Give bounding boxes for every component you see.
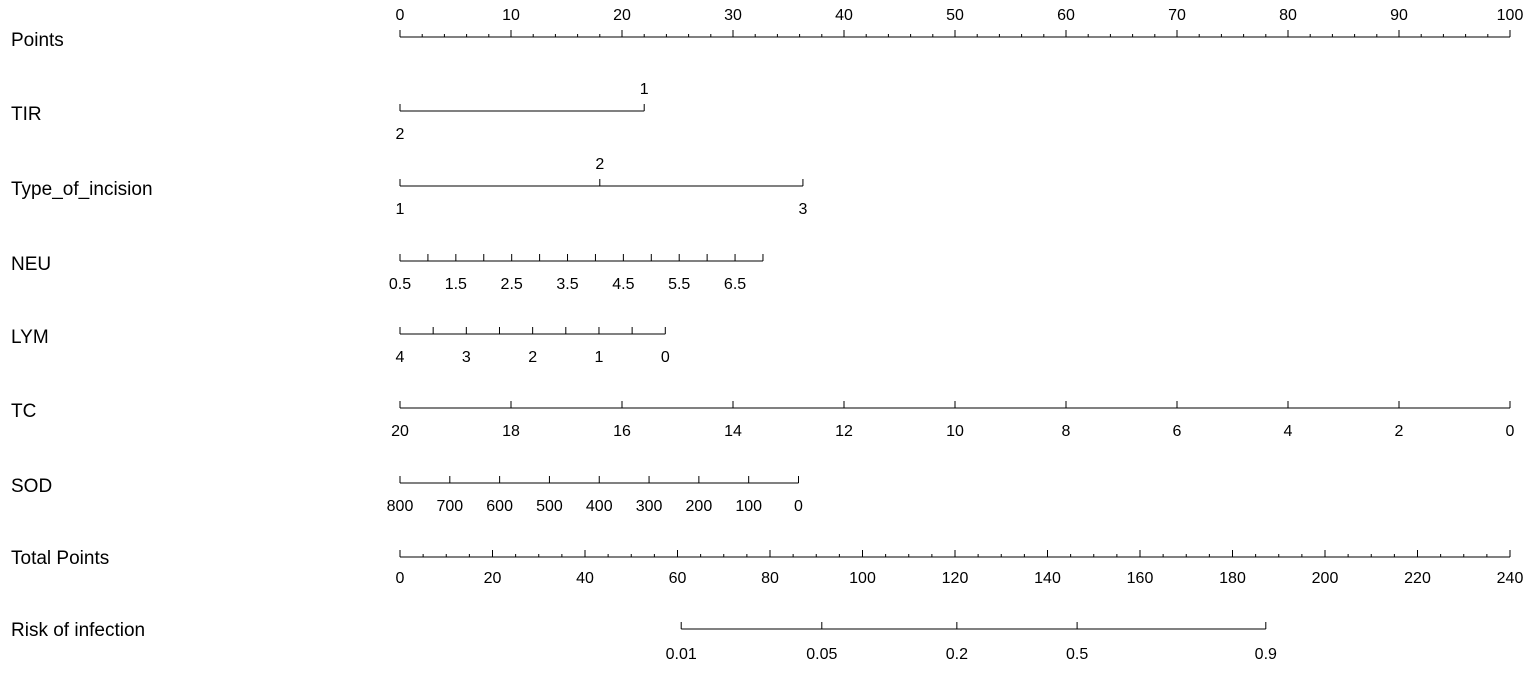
- row-label: SOD: [11, 476, 52, 497]
- tick-label: 80: [1279, 7, 1297, 24]
- tick-label: 200: [1312, 570, 1339, 587]
- tick-label: 140: [1034, 570, 1061, 587]
- tick-label: 0.9: [1255, 646, 1277, 663]
- tick-label: 2: [396, 126, 405, 143]
- tick-label: 2: [595, 156, 604, 173]
- tick-label: 3.5: [556, 276, 578, 293]
- tick-label: 0.5: [389, 276, 411, 293]
- tick-label: 700: [436, 498, 463, 515]
- tick-label: 4: [396, 349, 405, 366]
- tick-label: 16: [613, 423, 631, 440]
- tick-label: 60: [669, 570, 687, 587]
- row-label: TIR: [11, 104, 42, 125]
- tick-label: 0.5: [1066, 646, 1088, 663]
- row-label: TC: [11, 401, 36, 422]
- tick-label: 20: [391, 423, 409, 440]
- tick-label: 100: [1497, 7, 1524, 24]
- tick-label: 2: [528, 349, 537, 366]
- tick-label: 18: [502, 423, 520, 440]
- tick-label: 2: [1395, 423, 1404, 440]
- tick-label: 1: [640, 81, 649, 98]
- tick-label: 1: [595, 349, 604, 366]
- tick-label: 20: [484, 570, 502, 587]
- row-label: Risk of infection: [11, 620, 145, 641]
- tick-label: 6.5: [724, 276, 746, 293]
- tick-label: 800: [387, 498, 414, 515]
- tick-label: 120: [942, 570, 969, 587]
- tick-label: 500: [536, 498, 563, 515]
- tick-label: 3: [798, 201, 807, 218]
- tick-label: 0.2: [946, 646, 968, 663]
- tick-label: 0.01: [666, 646, 697, 663]
- tick-label: 200: [686, 498, 713, 515]
- tick-label: 10: [946, 423, 964, 440]
- tick-label: 30: [724, 7, 742, 24]
- row-label: Type_of_incision: [11, 179, 153, 200]
- tick-label: 1: [396, 201, 405, 218]
- row-label: LYM: [11, 327, 49, 348]
- tick-label: 0: [1506, 423, 1515, 440]
- tick-label: 0: [396, 570, 405, 587]
- tick-label: 50: [946, 7, 964, 24]
- tick-label: 10: [502, 7, 520, 24]
- tick-label: 2.5: [501, 276, 523, 293]
- tick-label: 0: [794, 498, 803, 515]
- tick-label: 100: [735, 498, 762, 515]
- tick-label: 20: [613, 7, 631, 24]
- tick-label: 240: [1497, 570, 1524, 587]
- tick-label: 0.05: [806, 646, 837, 663]
- tick-label: 3: [462, 349, 471, 366]
- tick-label: 220: [1404, 570, 1431, 587]
- row-label: Points: [11, 30, 64, 51]
- tick-label: 60: [1057, 7, 1075, 24]
- tick-label: 0: [396, 7, 405, 24]
- tick-label: 6: [1173, 423, 1182, 440]
- tick-label: 4: [1284, 423, 1293, 440]
- tick-label: 400: [586, 498, 613, 515]
- tick-label: 70: [1168, 7, 1186, 24]
- tick-label: 1.5: [445, 276, 467, 293]
- tick-label: 100: [849, 570, 876, 587]
- tick-label: 300: [636, 498, 663, 515]
- tick-label: 0: [661, 349, 670, 366]
- tick-label: 5.5: [668, 276, 690, 293]
- tick-label: 12: [835, 423, 853, 440]
- row-label: Total Points: [11, 548, 109, 569]
- tick-label: 8: [1062, 423, 1071, 440]
- tick-label: 14: [724, 423, 742, 440]
- row-label: NEU: [11, 254, 51, 275]
- tick-label: 160: [1127, 570, 1154, 587]
- tick-label: 80: [761, 570, 779, 587]
- tick-label: 180: [1219, 570, 1246, 587]
- tick-label: 40: [835, 7, 853, 24]
- tick-label: 4.5: [612, 276, 634, 293]
- tick-label: 40: [576, 570, 594, 587]
- tick-label: 600: [486, 498, 513, 515]
- tick-label: 90: [1390, 7, 1408, 24]
